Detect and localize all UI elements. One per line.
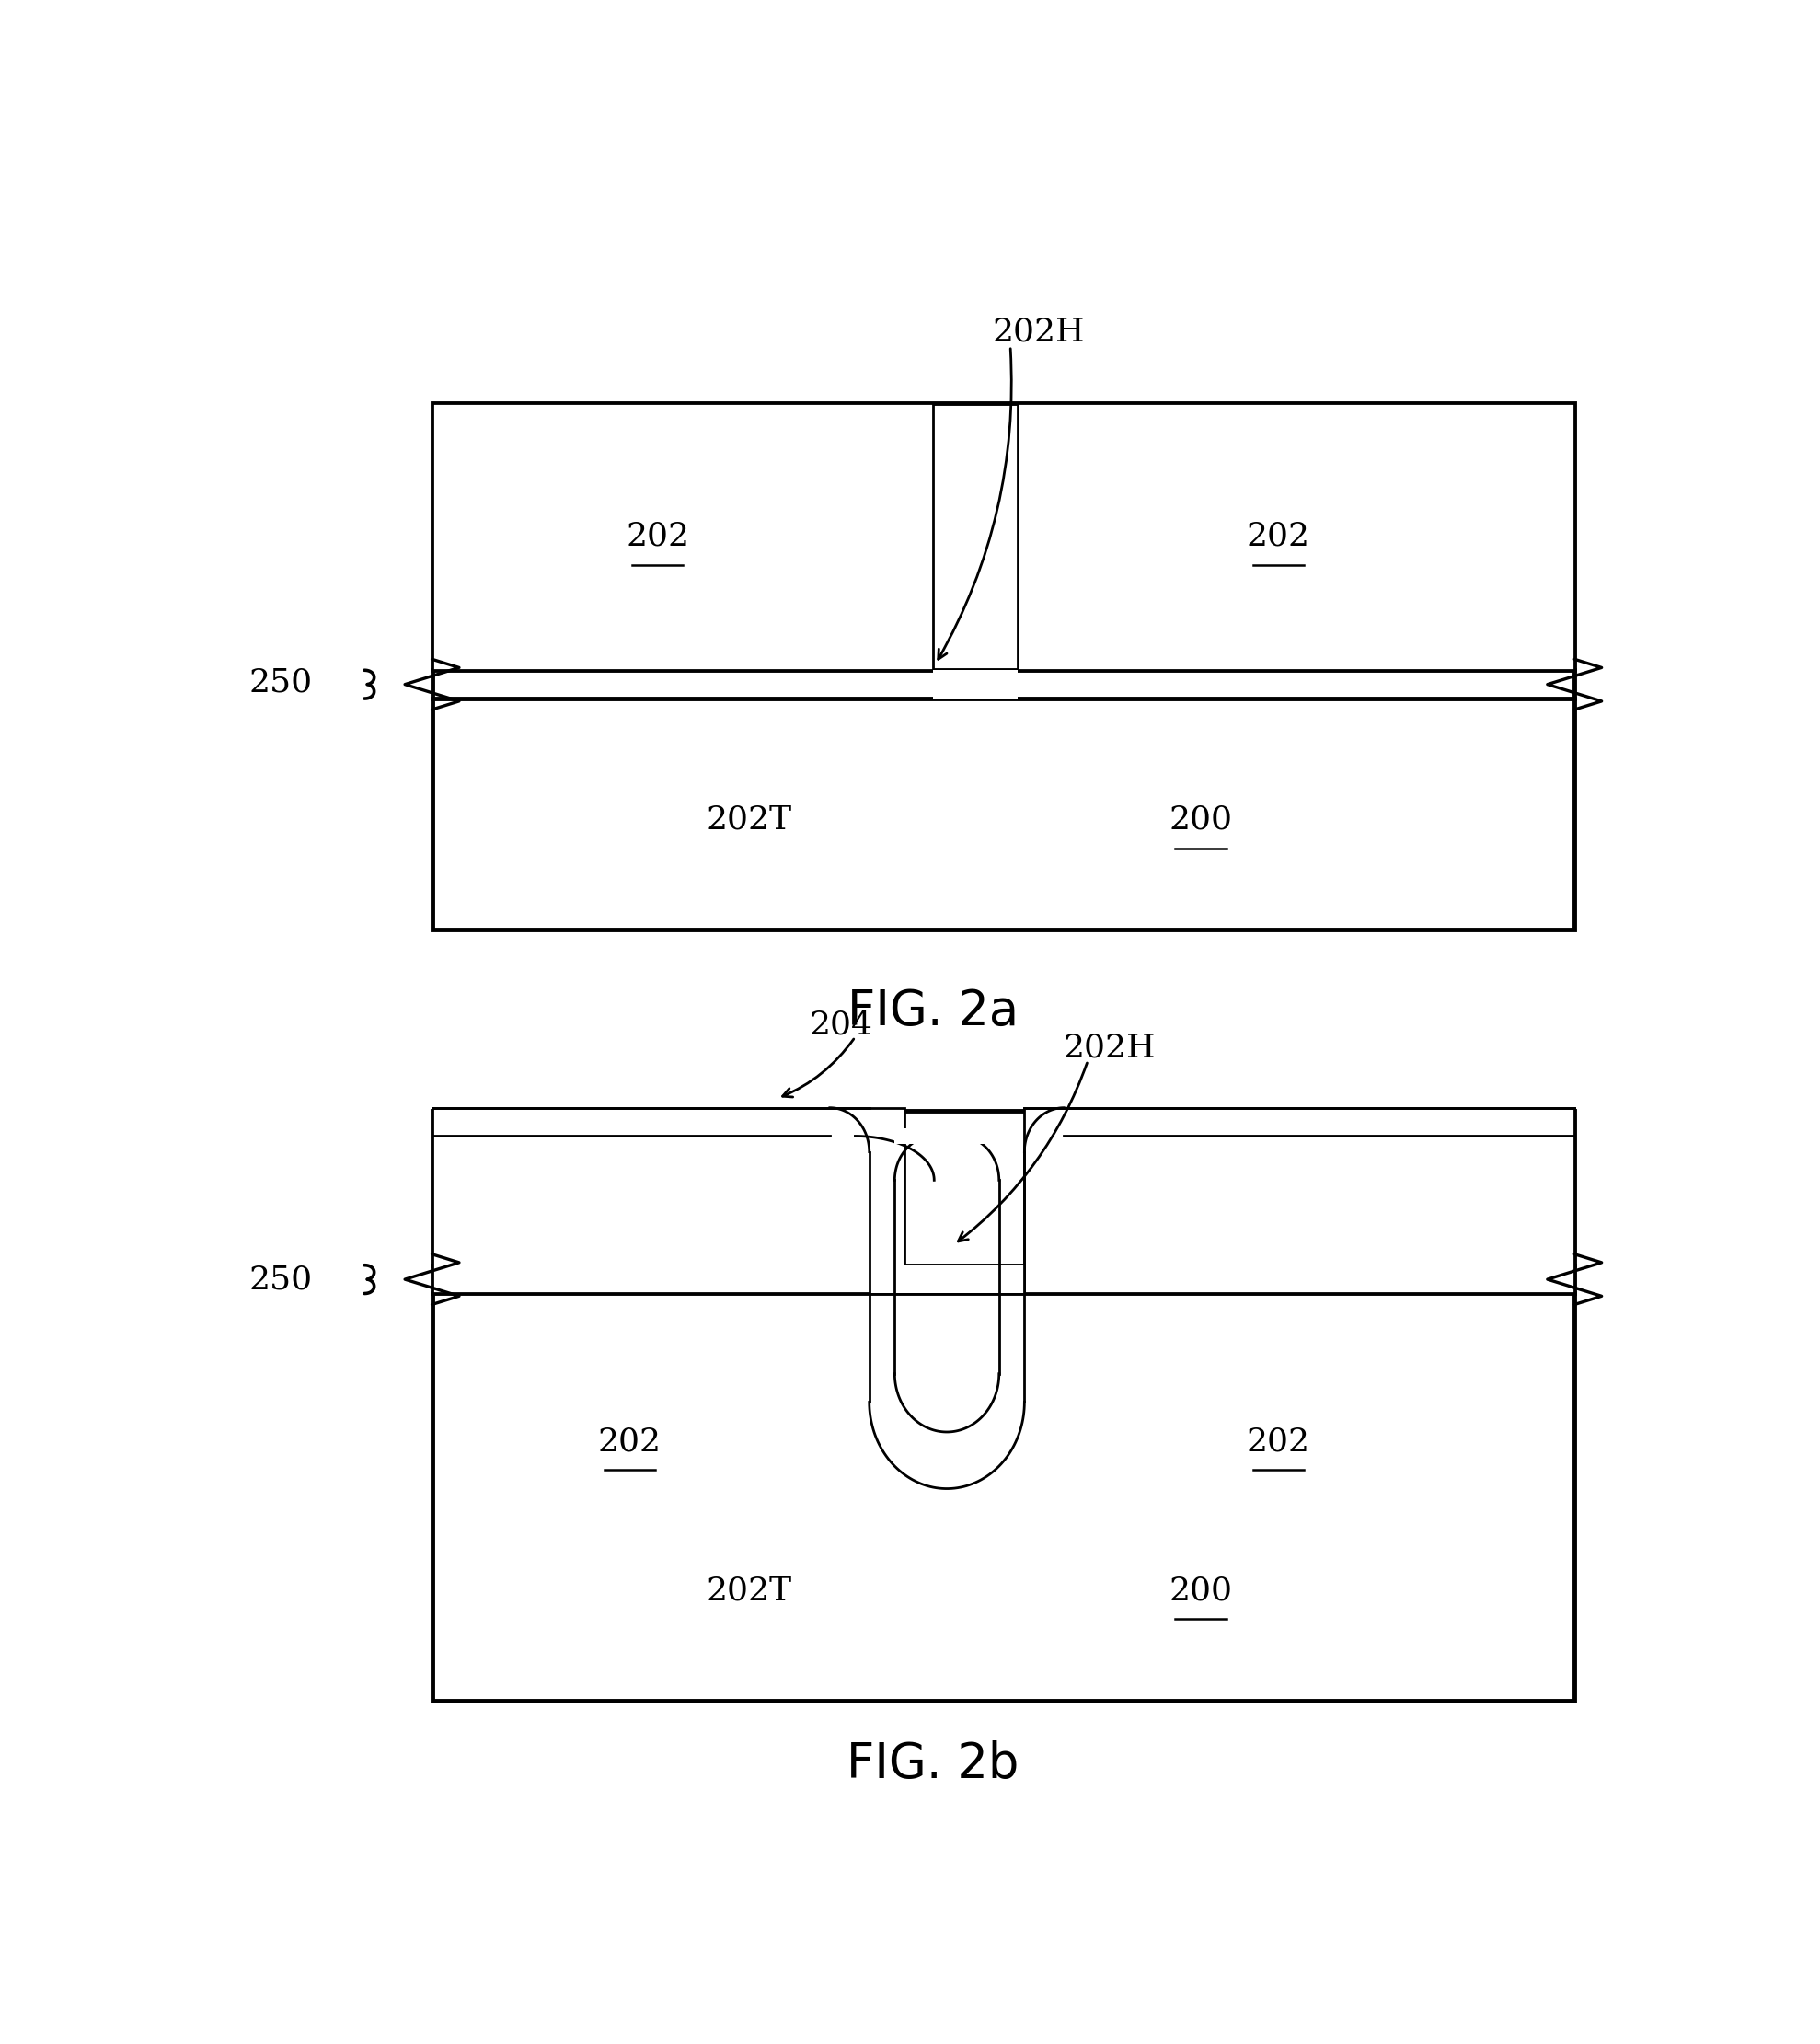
Bar — [431, 403, 932, 670]
Bar — [870, 1265, 1025, 1294]
Bar — [1025, 1108, 1574, 1294]
Text: 202T: 202T — [706, 1576, 792, 1607]
Text: FIG. 2b: FIG. 2b — [846, 1739, 1019, 1788]
Text: 202: 202 — [626, 521, 690, 552]
Text: 202: 202 — [1247, 1427, 1310, 1457]
Text: 202H: 202H — [1063, 1032, 1156, 1063]
Text: 202: 202 — [597, 1427, 661, 1457]
Text: 200: 200 — [1168, 803, 1232, 836]
Text: 202H: 202H — [992, 317, 1085, 347]
Bar — [431, 403, 1574, 930]
Text: 250: 250 — [249, 1263, 313, 1296]
Bar — [934, 670, 1017, 699]
Bar — [431, 1108, 905, 1294]
Text: 202T: 202T — [706, 803, 792, 836]
Bar — [431, 1112, 1574, 1701]
Text: 204: 204 — [810, 1008, 874, 1040]
Bar — [895, 1128, 999, 1145]
Text: FIG. 2a: FIG. 2a — [846, 987, 1019, 1036]
Text: 202: 202 — [1247, 521, 1310, 552]
Bar — [1017, 403, 1574, 670]
Text: 250: 250 — [249, 666, 313, 699]
Text: 200: 200 — [1168, 1576, 1232, 1607]
